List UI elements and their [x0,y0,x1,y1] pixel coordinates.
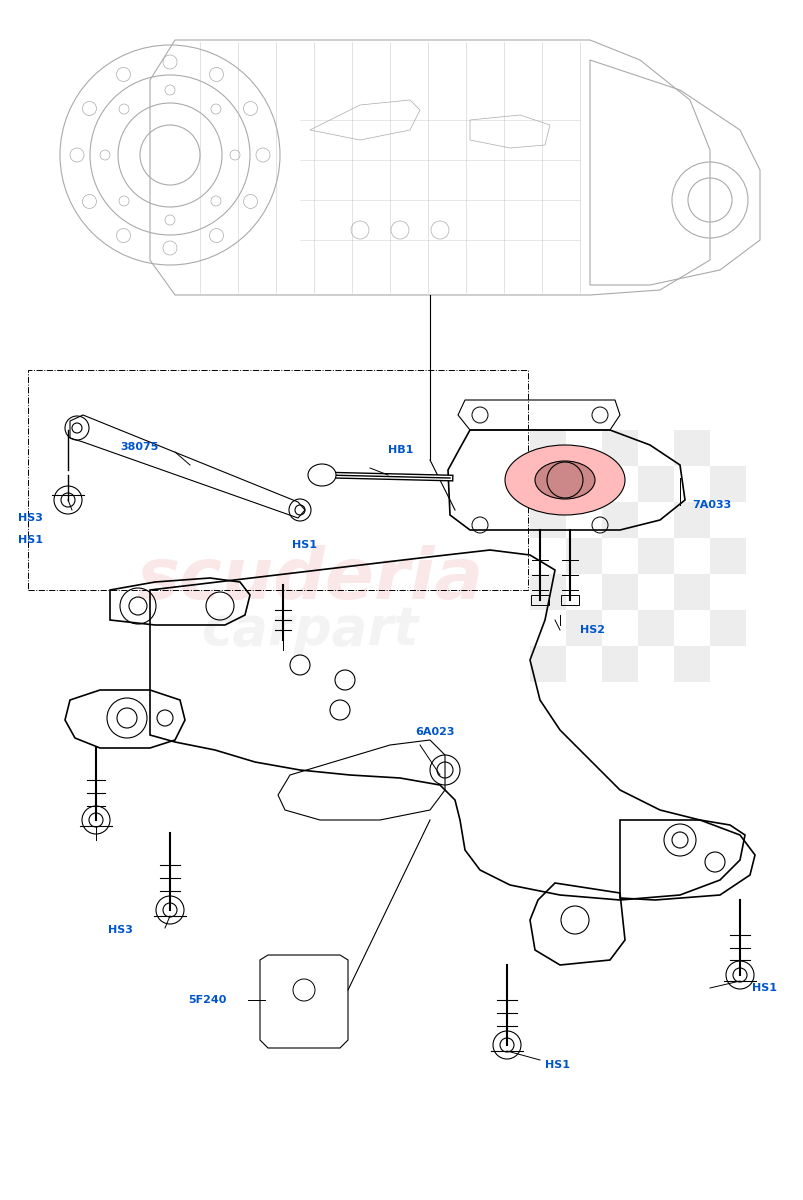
Bar [565,466,601,502]
Text: HS1: HS1 [18,535,43,545]
Text: carpart: carpart [201,604,418,656]
Bar [638,610,673,646]
Bar [709,610,745,646]
Text: HS1: HS1 [544,1060,569,1070]
Bar [709,538,745,574]
Text: scuderia: scuderia [137,546,483,614]
Text: HS3: HS3 [108,925,132,935]
Bar [529,646,565,682]
Bar [529,430,565,466]
Text: 38075: 38075 [120,442,158,452]
Text: HB1: HB1 [388,445,413,455]
Bar [673,574,709,610]
Text: HS1: HS1 [751,983,776,992]
Text: 7A033: 7A033 [691,500,731,510]
Ellipse shape [504,445,624,515]
Bar [529,502,565,538]
Bar [560,595,578,605]
Ellipse shape [534,461,594,499]
Bar [673,646,709,682]
Bar [529,574,565,610]
Bar [28,370,528,590]
Bar [638,538,673,574]
Text: HS3: HS3 [18,512,43,523]
Bar [709,466,745,502]
Bar [673,430,709,466]
Text: 5F240: 5F240 [188,995,226,1004]
Ellipse shape [308,464,336,486]
Bar [673,502,709,538]
Bar [638,466,673,502]
Bar [565,538,601,574]
Bar [565,610,601,646]
Bar [601,502,638,538]
Text: HS1: HS1 [291,540,316,550]
Text: HS2: HS2 [579,625,604,635]
Bar [601,430,638,466]
Text: 6A023: 6A023 [414,727,454,737]
Bar [601,574,638,610]
Bar [530,595,548,605]
Bar [601,646,638,682]
